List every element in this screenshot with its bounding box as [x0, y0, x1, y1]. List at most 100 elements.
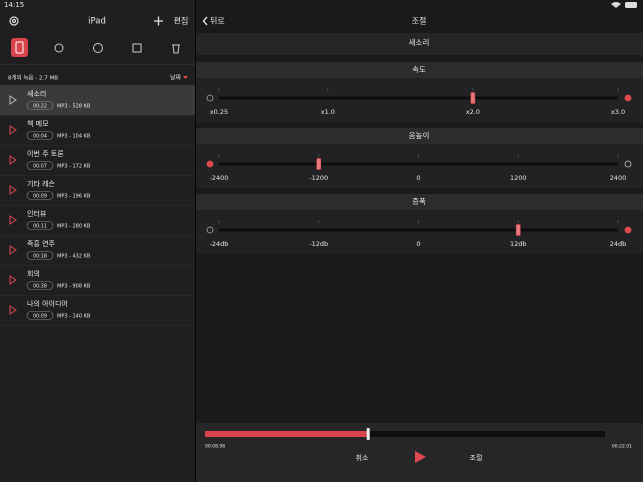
divider: [195, 0, 196, 482]
recording-duration: 00:18: [33, 253, 47, 259]
tick-label: -1200: [309, 174, 328, 182]
recording-row[interactable]: 이번 주 토론 00:07 MP3 - 172 KB: [0, 149, 195, 176]
settings-button[interactable]: [9, 16, 19, 26]
recording-duration: 00:09: [33, 313, 47, 319]
record-tab[interactable]: [11, 38, 28, 57]
recording-list: 새소리 00:22 MP3 - 528 KB 책 메모 00:04 MP3 - 104 K…: [0, 85, 195, 326]
recording-row[interactable]: 인터뷰 00:11 MP3 - 280 KB: [0, 209, 195, 236]
play-icon[interactable]: [9, 95, 17, 105]
sort-button[interactable]: 날짜: [170, 74, 182, 82]
recording-duration: 00:11: [33, 223, 47, 229]
duration-badge: [26, 281, 54, 290]
tick-label: 0: [416, 174, 420, 182]
recording-row[interactable]: 기타 레슨 00:09 MP3 - 196 KB: [0, 179, 195, 206]
duration-badge: [26, 131, 54, 140]
duration-badge: [26, 251, 54, 260]
recording-duration: 00:07: [33, 163, 47, 169]
apply-button[interactable]: 조절: [470, 454, 483, 462]
slider-track: [219, 228, 618, 232]
recording-row[interactable]: 새소리 00:22 MP3 - 528 KB: [0, 85, 195, 116]
play-icon[interactable]: [9, 155, 17, 165]
recording-duration: 00:38: [33, 283, 47, 289]
row-separator: [0, 325, 195, 326]
max-icon: [624, 160, 632, 168]
row-separator: [0, 145, 195, 146]
back-button[interactable]: 뒤로: [210, 17, 225, 26]
recording-title: 책 메모: [27, 119, 49, 128]
row-separator: [0, 175, 195, 176]
row-highlight: [0, 85, 195, 115]
tick-label: 24db: [610, 240, 627, 248]
duration-badge: [26, 191, 54, 200]
slider-section: 음높이 -2400 -1200 0 1200 2400: [196, 128, 643, 188]
tick-label: x0.25: [210, 108, 228, 116]
recording-title: 기타 레슨: [27, 179, 56, 188]
duration-badge: [26, 101, 54, 110]
recording-info: MP3 - 280 KB: [57, 223, 91, 229]
recording-info: MP3 - 196 KB: [57, 193, 91, 199]
recording-row[interactable]: 회의 00:38 MP3 - 908 KB: [0, 269, 195, 296]
back-chevron: [202, 16, 208, 26]
row-separator: [0, 205, 195, 206]
section-header: [196, 128, 643, 144]
progress-fill: [205, 431, 369, 437]
recording-info: MP3 - 528 KB: [57, 103, 91, 109]
tick-label: 2400: [610, 174, 627, 182]
min-icon: [206, 160, 214, 168]
progress: [205, 428, 370, 440]
detail-title: 조절: [412, 17, 427, 26]
elapsed-time: 00:08.98: [205, 444, 225, 450]
add-button[interactable]: [154, 16, 163, 26]
duration-badge: [26, 161, 54, 170]
row-separator: [0, 235, 195, 236]
cancel-button[interactable]: 취소: [356, 454, 369, 462]
play-icon[interactable]: [9, 185, 17, 195]
progress-thumb[interactable]: [366, 428, 370, 440]
recording-info: MP3 - 172 KB: [57, 163, 91, 169]
tick-label: x1.0: [321, 108, 335, 116]
sidebar: [0, 0, 195, 482]
recording-title: 새소리: [27, 89, 46, 98]
max-icon: [624, 94, 632, 102]
recording-duration: 00:22: [33, 103, 47, 109]
slider-thumb[interactable]: [515, 224, 521, 236]
tick-label: 1200: [510, 174, 527, 182]
recording-row[interactable]: 나의 아이디어 00:09 MP3 - 140 KB: [0, 299, 195, 326]
tick-label: -24db: [210, 240, 229, 248]
play-icon[interactable]: [9, 275, 17, 285]
duration-badge: [26, 221, 54, 230]
play-icon[interactable]: [9, 125, 17, 135]
recording-info: MP3 - 104 KB: [57, 133, 91, 139]
tick-label: 12db: [510, 240, 527, 248]
max-icon: [624, 226, 632, 234]
recording-title: 인터뷰: [27, 209, 47, 218]
play-button[interactable]: [415, 451, 426, 463]
slider-section: 증폭 -24db -12db 0 12db 24db: [196, 194, 643, 254]
recording-title: 이번 주 토론: [27, 149, 64, 158]
section-header: [196, 62, 643, 78]
play-icon[interactable]: [9, 215, 17, 225]
calendar-tab[interactable]: [132, 43, 142, 53]
slider-track: [219, 162, 618, 166]
recording-info: MP3 - 908 KB: [57, 283, 91, 289]
row-separator: [0, 265, 195, 266]
status-time: 14:15: [4, 1, 24, 9]
clock-tab[interactable]: [93, 43, 103, 53]
edit-button[interactable]: 편집: [174, 16, 189, 26]
alarm-tab[interactable]: [54, 43, 64, 53]
play-icon[interactable]: [9, 245, 17, 255]
slider-thumb[interactable]: [316, 158, 322, 170]
recording-duration: 00:04: [33, 133, 47, 139]
recording-row[interactable]: 즉흥 연주 00:18 MP3 - 432 KB: [0, 239, 195, 266]
slider-thumb[interactable]: [470, 92, 476, 104]
recording-title: 즉흥 연주: [27, 239, 56, 248]
recording-row[interactable]: 책 메모 00:04 MP3 - 104 KB: [0, 119, 195, 146]
row-separator: [0, 295, 195, 296]
recording-info: MP3 - 140 KB: [57, 313, 91, 319]
recording-duration: 00:09: [33, 193, 47, 199]
play-icon[interactable]: [9, 305, 17, 315]
tick-label: -2400: [210, 174, 229, 182]
trash-tab[interactable]: [172, 44, 180, 54]
tick-label: x2.0: [466, 108, 480, 116]
sort-arrow: [183, 76, 188, 79]
